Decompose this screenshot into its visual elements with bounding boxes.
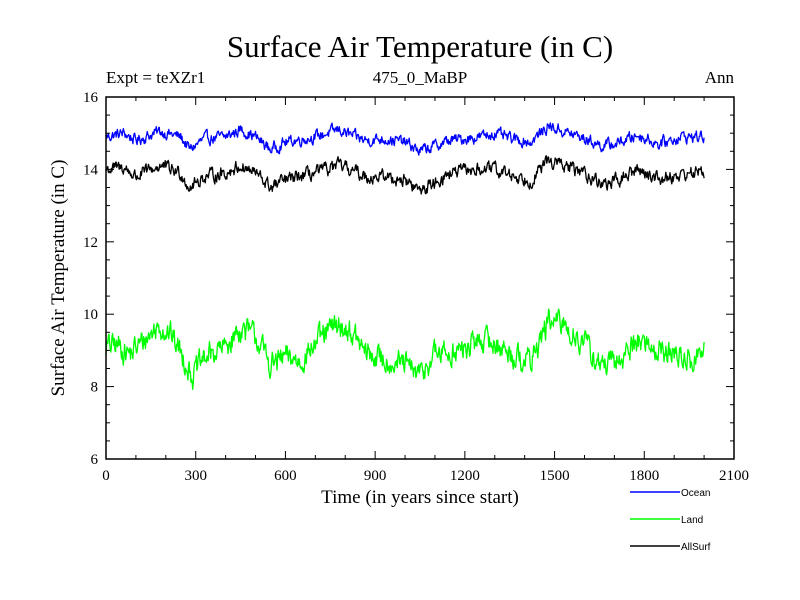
- legend-label-allsurf: AllSurf: [681, 542, 711, 553]
- x-axis-label: Time (in years since start): [321, 487, 519, 508]
- y-tick-label: 6: [91, 452, 99, 468]
- expt-label: Expt = teXZr1: [106, 68, 205, 87]
- plot-lines: [105, 122, 705, 391]
- x-tick-label: 0: [102, 468, 110, 484]
- period-label: Ann: [705, 68, 735, 87]
- legend-label-ocean: Ocean: [681, 488, 710, 499]
- x-tick-label: 1200: [450, 468, 480, 484]
- x-tick-label: 300: [184, 468, 207, 484]
- legend-label-land: Land: [681, 515, 703, 526]
- x-tick-label: 2100: [719, 468, 749, 484]
- chart-subtitle: 475_0_MaBP: [373, 68, 467, 87]
- y-tick-label: 12: [83, 235, 98, 251]
- y-tick-labels: 6 8 10 12 14 16: [83, 90, 99, 468]
- y-tick-label: 16: [83, 90, 99, 106]
- series-line-ocean: [105, 122, 705, 156]
- y-axis-label: Surface Air Temperature (in C): [48, 160, 69, 397]
- x-tick-label: 1800: [629, 468, 659, 484]
- y-tick-label: 14: [83, 162, 99, 178]
- legend: Ocean Land AllSurf: [630, 488, 711, 553]
- y-tick-label: 8: [91, 380, 99, 396]
- y-tick-label: 10: [83, 307, 98, 323]
- x-tick-label: 1500: [540, 468, 570, 484]
- series-line-land: [105, 308, 705, 391]
- x-tick-label: 900: [364, 468, 387, 484]
- x-tick-label: 600: [274, 468, 297, 484]
- series-line-allsurf: [105, 155, 705, 195]
- axis-ticks: [105, 96, 735, 460]
- chart-title: Surface Air Temperature (in C): [227, 29, 613, 64]
- x-tick-labels: 0 300 600 900 1200 1500 1800 2100: [102, 468, 749, 484]
